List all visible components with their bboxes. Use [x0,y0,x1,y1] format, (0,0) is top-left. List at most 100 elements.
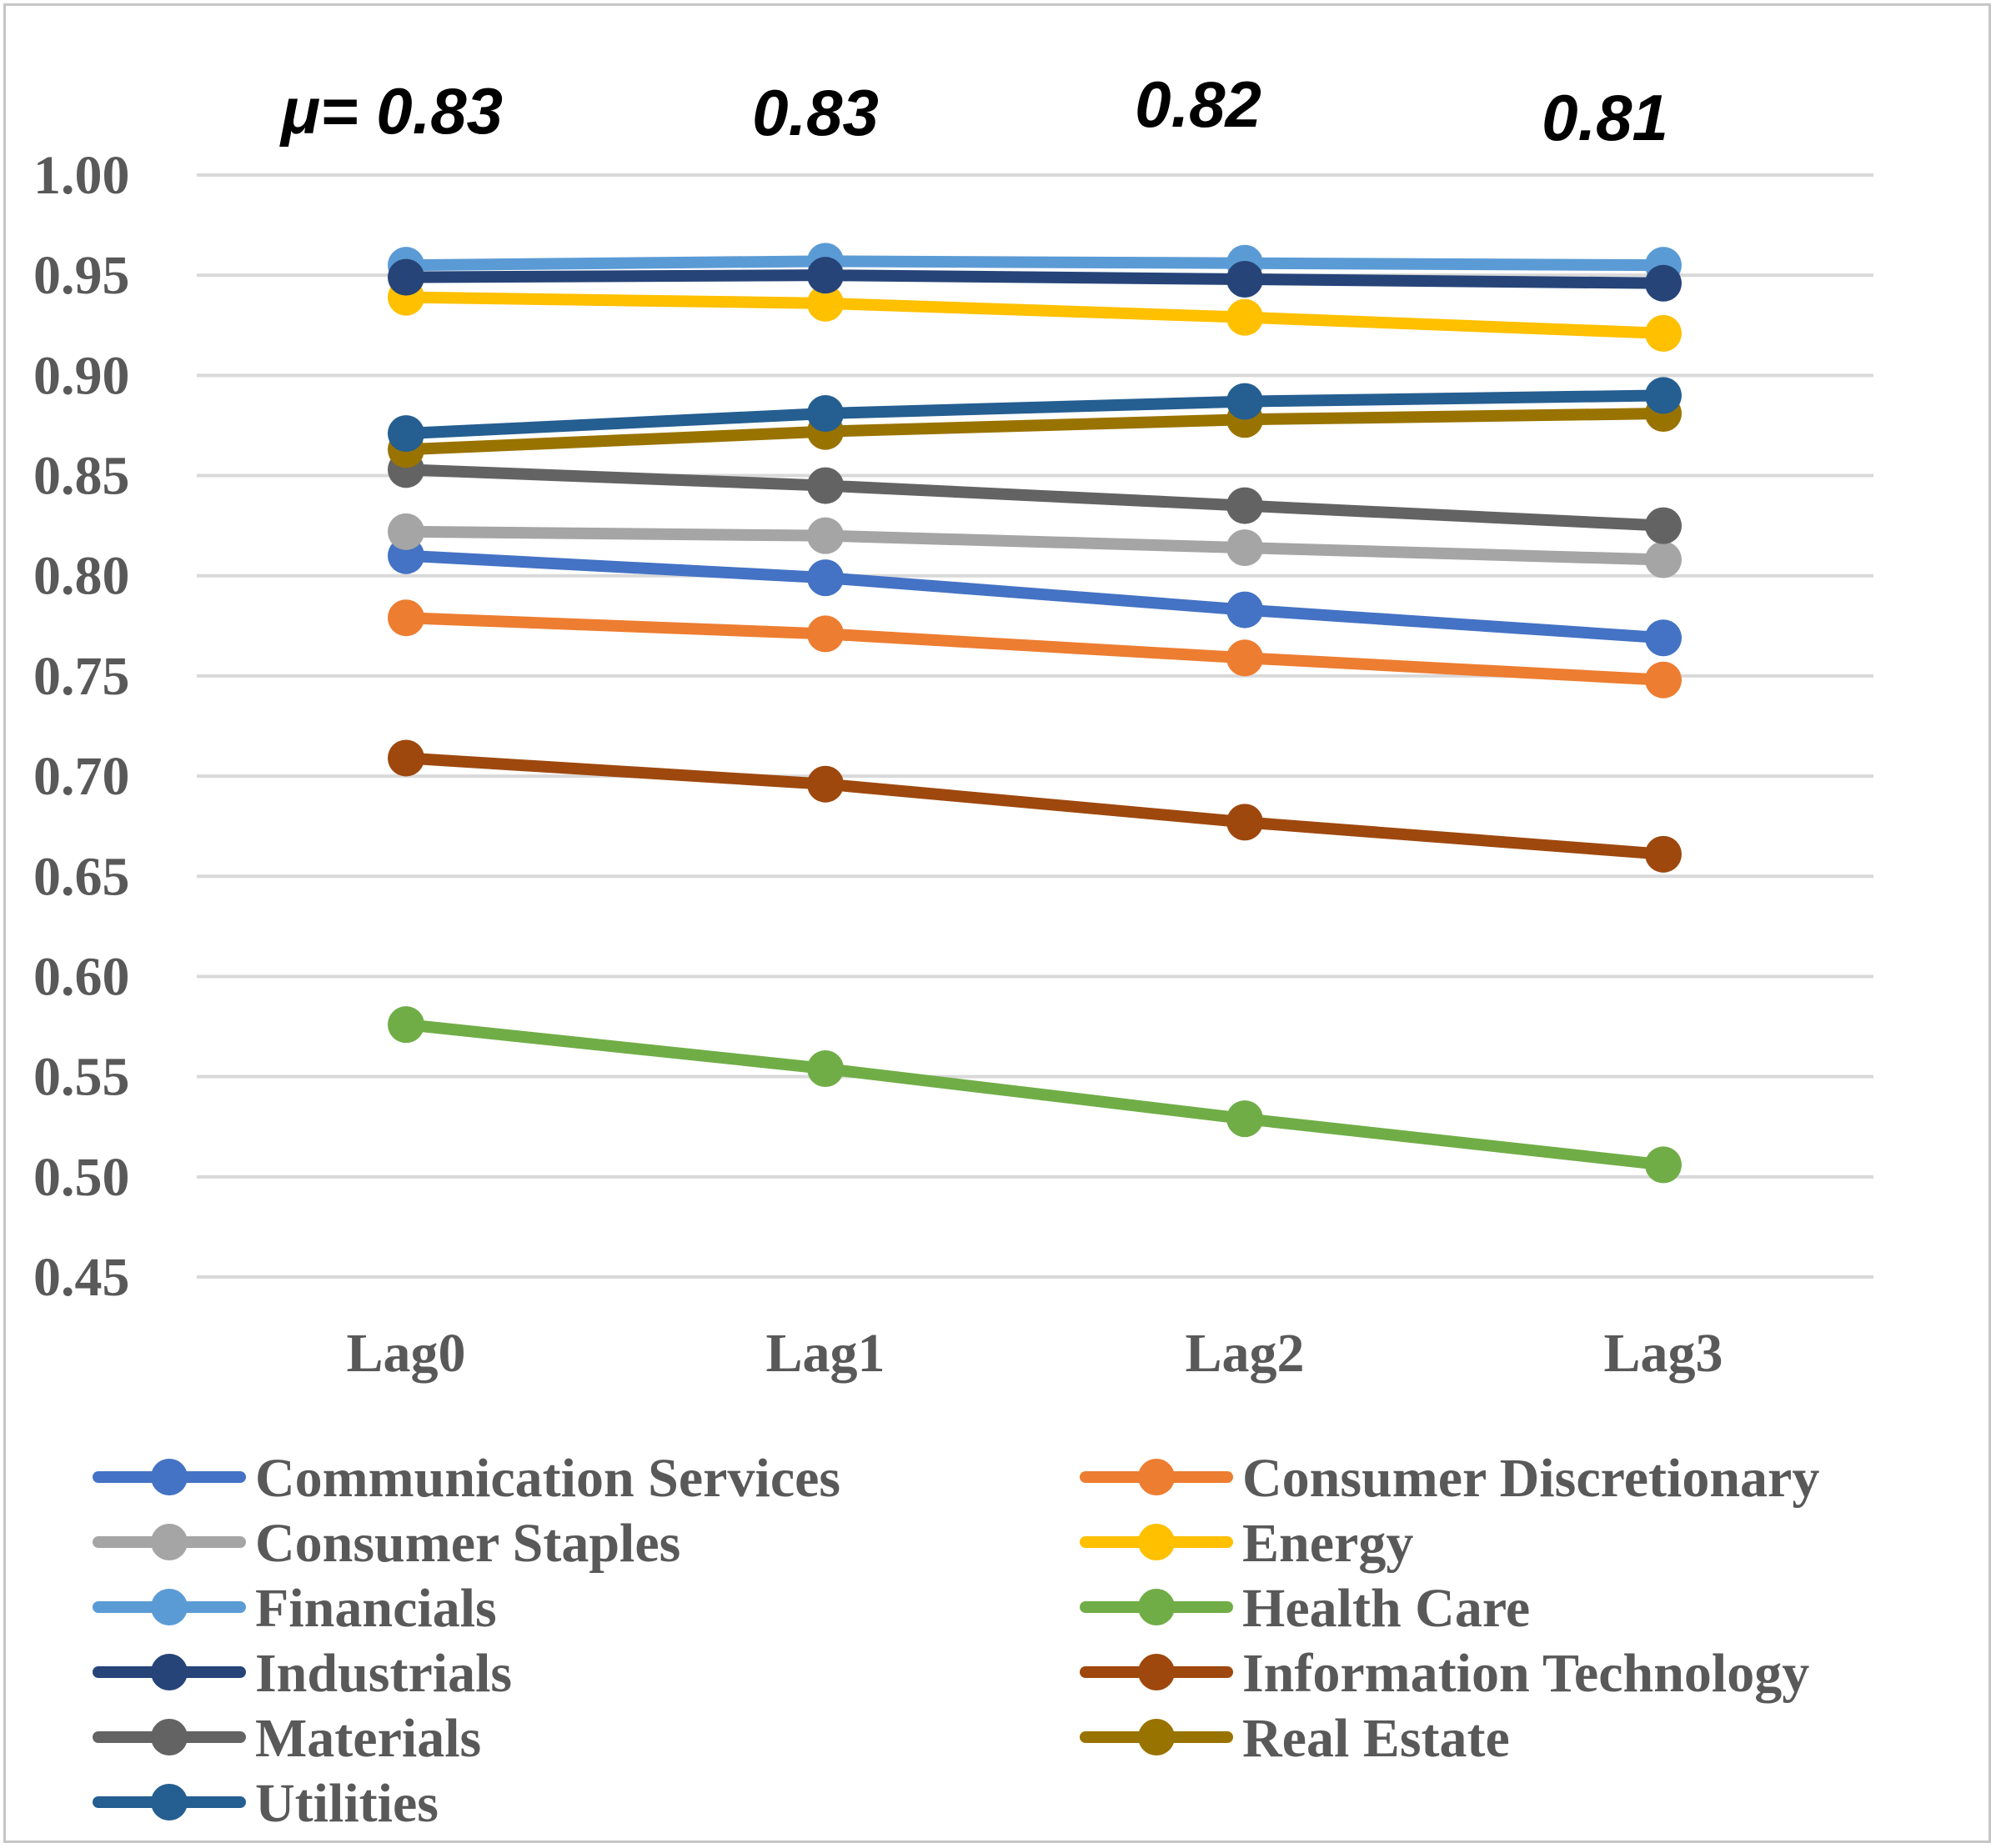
data-point [1645,541,1682,578]
y-tick-label: 0.95 [33,245,130,306]
series-consumer-staples [388,513,1682,578]
gridlines [197,173,1873,1279]
legend-swatch-marker [151,1524,188,1560]
y-axis-ticks: 0.45 0.50 0.55 0.60 0.65 0.70 0.75 0.80 0.85 0.90… [33,145,130,1308]
legend-label: Health Care [1242,1578,1530,1639]
data-point [807,615,844,653]
legend-entry: Information Technology [1080,1643,1809,1704]
legend-label: Utilities [255,1773,439,1834]
mean-label: 0.81 [1542,81,1668,154]
data-point [1645,619,1682,657]
y-tick-label: 0.75 [33,646,130,707]
data-point [1226,1100,1263,1138]
data-point [807,1050,844,1088]
x-tick-label: Lag2 [1185,1323,1304,1384]
legend-entry: Energy [1080,1513,1413,1574]
legend-entry: Industrials [93,1643,512,1704]
legend-label: Financials [255,1578,497,1639]
legend-label: Real Estate [1242,1708,1510,1769]
x-tick-label: Lag0 [346,1323,465,1384]
data-point [388,258,424,296]
legend-swatch-marker [1138,1654,1175,1690]
series-health-care [388,1006,1682,1184]
legend-swatch-marker [151,1719,188,1755]
data-point [807,395,844,433]
legend-swatch-marker [1138,1459,1175,1495]
mean-label: 0.83 [752,76,879,149]
y-tick-label: 0.65 [33,846,130,907]
legend-swatch-marker [151,1654,188,1690]
data-point [807,765,844,803]
data-point [1226,260,1263,298]
y-tick-label: 0.70 [33,746,130,807]
data-point [807,517,844,554]
legend-entry: Consumer Staples [93,1513,680,1574]
data-point [388,599,424,637]
series-line [400,752,1669,860]
series-line [400,549,1669,644]
series-line [400,255,1669,272]
y-tick-label: 0.85 [33,446,130,507]
data-point [1226,529,1263,567]
data-point [1645,264,1682,302]
series-line [400,525,1669,566]
legend-label: Energy [1242,1513,1413,1574]
y-tick-label: 0.50 [33,1147,130,1208]
series-materials [388,451,1682,544]
series-line [400,1019,1669,1171]
legend-label: Materials [255,1708,481,1769]
data-point [1645,314,1682,352]
y-tick-label: 0.60 [33,946,130,1007]
data-point [1645,1146,1682,1184]
data-point [1645,661,1682,699]
data-point [807,284,844,322]
legend-label: Industrials [255,1643,512,1704]
data-point [1645,377,1682,414]
series-industrials [388,257,1682,302]
y-tick-label: 0.55 [33,1047,130,1108]
legend: Communication Services Consumer Discretio… [93,1448,1819,1834]
legend-swatch-marker [151,1784,188,1820]
y-tick-label: 0.80 [33,546,130,607]
series-line [400,389,1669,440]
data-point [807,467,844,504]
mean-label: μ= 0.83 [279,74,503,148]
data-point [807,559,844,597]
series-line [400,408,1669,456]
legend-swatch-marker [151,1459,188,1495]
legend-label: Communication Services [255,1448,840,1509]
legend-entry: Real Estate [1080,1708,1510,1769]
series-line [400,269,1669,289]
data-point [388,513,424,550]
legend-label: Consumer Discretionary [1242,1448,1819,1509]
x-tick-label: Lag1 [765,1323,885,1384]
series-line [400,291,1669,339]
data-point [388,415,424,453]
legend-label: Consumer Staples [255,1513,680,1574]
x-tick-label: Lag3 [1603,1323,1723,1384]
data-point [388,1006,424,1044]
legend-swatch-marker [1138,1524,1175,1560]
y-tick-label: 1.00 [33,145,130,206]
legend-entry: Consumer Discretionary [1080,1448,1819,1509]
data-point [1226,487,1263,524]
legend-entry: Health Care [1080,1578,1530,1639]
legend-label: Information Technology [1242,1643,1809,1704]
data-point [1226,383,1263,420]
y-tick-label: 0.45 [33,1247,130,1308]
legend-swatch-marker [1138,1589,1175,1625]
series [388,243,1682,1184]
legend-entry: Materials [93,1708,481,1769]
data-point [1645,507,1682,544]
x-axis-ticks: Lag0 Lag1 Lag2 Lag3 [346,1323,1723,1384]
data-point [1226,639,1263,677]
mean-labels: μ= 0.83 0.83 0.82 0.81 [279,68,1668,154]
series-consumer-discretionary [388,599,1682,699]
data-point [1226,298,1263,336]
series-line [400,463,1669,532]
data-point [1226,591,1263,629]
series-information-technology [388,739,1682,873]
data-point [1645,835,1682,873]
legend-swatch-marker [151,1589,188,1625]
